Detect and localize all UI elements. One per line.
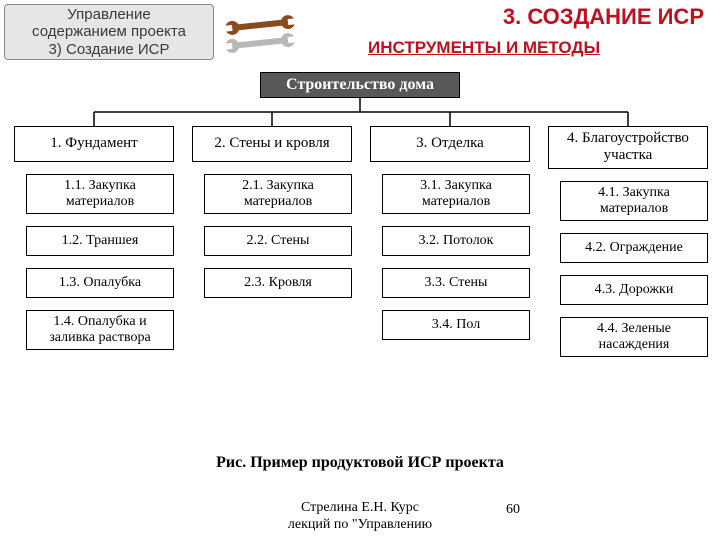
- figure-caption: Рис. Пример продуктовой ИСР проекта: [0, 454, 720, 472]
- wbs-branch-head: 1. Фундамент: [14, 126, 174, 162]
- wbs-branch: 4. Благоустройство участка 4.1. Закупка м…: [548, 126, 713, 357]
- breadcrumb-line: содержанием проекта: [11, 23, 207, 40]
- section-title: 3. СОЗДАНИЕ ИСР: [503, 4, 704, 30]
- wbs-leaf: 3.4. Пол: [382, 310, 530, 340]
- breadcrumb-line: Управление: [11, 6, 207, 23]
- wbs-branch-head: 2. Стены и кровля: [192, 126, 352, 162]
- wbs-leaf: 1.4. Опалубка и заливка раствора: [26, 310, 174, 350]
- wrench-icon: [220, 6, 300, 56]
- wbs-branch: 3. Отделка 3.1. Закупка материалов 3.2. По…: [370, 126, 535, 340]
- breadcrumb-line: 3) Создание ИСР: [11, 41, 207, 58]
- wbs-branch-head: 3. Отделка: [370, 126, 530, 162]
- wbs-leaf: 4.4. Зеленые насаждения: [560, 317, 708, 357]
- wbs-leaf: 2.2. Стены: [204, 226, 352, 256]
- wbs-leaf: 3.2. Потолок: [382, 226, 530, 256]
- wbs-root: Строительство дома: [260, 72, 460, 98]
- footer-line: лекций по "Управлению: [0, 517, 720, 534]
- wbs-leaf: 1.1. Закупка материалов: [26, 174, 174, 214]
- wbs-branch: 2. Стены и кровля 2.1. Закупка материалов…: [192, 126, 357, 298]
- wbs-leaf: 3.3. Стены: [382, 268, 530, 298]
- wbs-leaf: 3.1. Закупка материалов: [382, 174, 530, 214]
- wbs-leaf: 1.2. Траншея: [26, 226, 174, 256]
- wbs-branch-head: 4. Благоустройство участка: [548, 126, 708, 169]
- wbs-leaf: 4.3. Дорожки: [560, 275, 708, 305]
- footer: Стрелина Е.Н. Курс лекций по "Управлению: [0, 500, 720, 534]
- wbs-leaf: 2.3. Кровля: [204, 268, 352, 298]
- footer-line: Стрелина Е.Н. Курс: [0, 500, 720, 517]
- section-subtitle: ИНСТРУМЕНТЫ И МЕТОДЫ: [368, 38, 600, 58]
- breadcrumb: Управление содержанием проекта 3) Создан…: [4, 4, 214, 60]
- wbs-branch: 1. Фундамент 1.1. Закупка материалов 1.2. …: [14, 126, 179, 350]
- wbs-leaf: 4.1. Закупка материалов: [560, 181, 708, 221]
- wbs-leaf: 2.1. Закупка материалов: [204, 174, 352, 214]
- wbs-leaf: 4.2. Ограждение: [560, 233, 708, 263]
- wbs-leaf: 1.3. Опалубка: [26, 268, 174, 298]
